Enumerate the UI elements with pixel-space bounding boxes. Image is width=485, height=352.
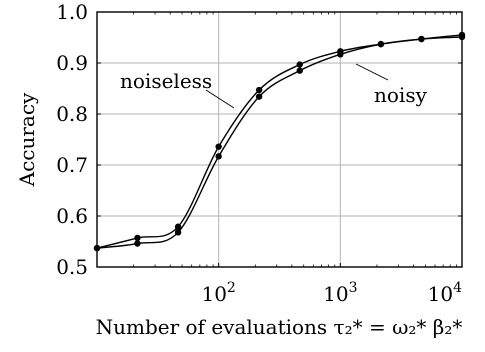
noisy-label: noisy	[374, 83, 428, 107]
data-point-noisy	[296, 67, 303, 74]
x-tick-label: 104	[428, 280, 462, 306]
y-tick-label: 0.6	[56, 204, 88, 228]
x-axis-label: Number of evaluations τ₂* = ω₂* β₂*	[96, 315, 463, 339]
data-point-noisy	[418, 35, 425, 43]
y-tick-label: 0.5	[56, 255, 88, 279]
data-point-noisy	[377, 40, 385, 48]
y-tick-label: 0.7	[56, 153, 88, 177]
noiseless-pointer	[205, 89, 235, 109]
y-tick-labels: 0.5 0.6 0.7 0.8 0.9 1.0	[56, 0, 462, 279]
y-tick-label: 0.8	[56, 102, 88, 126]
noiseless-label: noiseless	[120, 69, 212, 93]
plot-frame	[96, 11, 463, 268]
data-point-noisy	[255, 93, 263, 100]
data-point-noiseless	[255, 86, 263, 94]
data-point-noiseless	[296, 61, 303, 68]
x-tick-labels: 102 103 104	[133, 12, 463, 306]
data-point-noiseless	[134, 234, 141, 242]
data-point-noisy	[174, 229, 182, 236]
x-tick-label: 103	[323, 280, 357, 306]
y-axis-label: Accuracy	[15, 92, 39, 187]
noisy-pointer	[355, 63, 389, 81]
data-point-noiseless	[174, 223, 182, 230]
data-point-noisy	[134, 240, 141, 247]
x-tick-label: 102	[201, 280, 235, 306]
data-point-noiseless	[215, 143, 222, 150]
data-markers	[93, 31, 466, 252]
grid-lines	[97, 12, 462, 267]
data-point-noisy	[215, 153, 222, 160]
series-lines	[96, 34, 463, 249]
series-line-noisy	[96, 36, 463, 249]
data-point-noisy	[337, 51, 344, 58]
y-tick-label: 0.9	[56, 51, 88, 75]
y-tick-label: 1.0	[56, 0, 88, 24]
